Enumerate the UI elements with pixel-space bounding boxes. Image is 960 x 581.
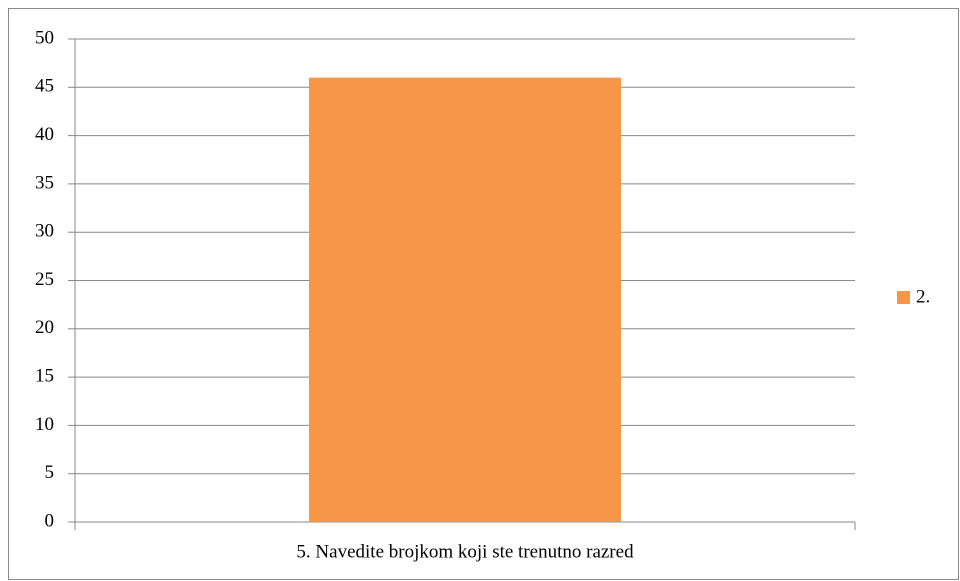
y-tick-label: 0: [45, 510, 55, 531]
y-tick-label: 40: [35, 124, 54, 145]
y-tick-label: 50: [35, 27, 54, 48]
y-tick-label: 25: [35, 269, 54, 290]
y-tick-label: 5: [45, 462, 55, 483]
y-tick-label: 10: [35, 414, 54, 435]
bar: [309, 77, 621, 522]
y-tick-label: 35: [35, 172, 54, 193]
y-tick-label: 45: [35, 76, 54, 97]
y-tick-label: 30: [35, 221, 54, 242]
legend-label: 2.: [916, 286, 930, 307]
y-tick-label: 15: [35, 365, 54, 386]
legend-swatch: [897, 291, 910, 304]
x-tick-label: 5. Navedite brojkom koji ste trenutno ra…: [296, 541, 634, 562]
y-tick-label: 20: [35, 317, 54, 338]
